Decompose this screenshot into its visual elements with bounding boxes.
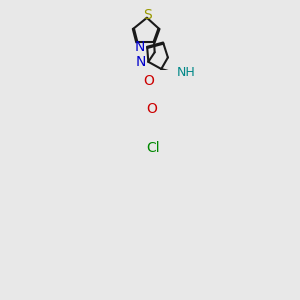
Text: NH: NH: [177, 66, 196, 79]
Text: O: O: [146, 102, 157, 116]
Text: N: N: [136, 55, 146, 69]
Text: O: O: [143, 74, 154, 88]
Text: Cl: Cl: [146, 141, 160, 155]
Text: N: N: [135, 40, 145, 53]
Text: S: S: [143, 8, 152, 22]
